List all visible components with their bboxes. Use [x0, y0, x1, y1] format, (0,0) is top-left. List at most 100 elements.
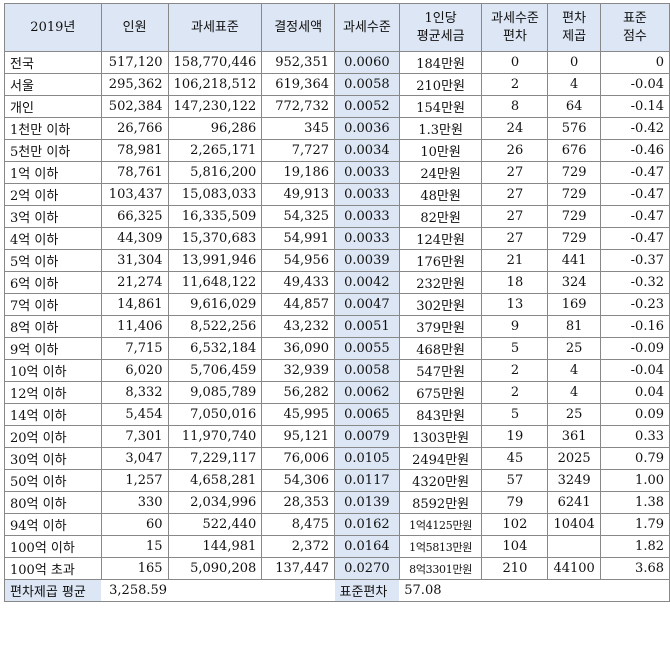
deviation-cell: 2: [481, 381, 549, 404]
average-tax-cell: 4320만원: [398, 469, 483, 492]
standard-score-cell: -0.46: [599, 139, 670, 162]
standard-score-cell: 3.68: [599, 557, 670, 580]
tax-level-cell: 0.0139: [334, 491, 400, 514]
standard-score-cell: 1.38: [599, 491, 670, 514]
table-row: 7억 이하 14,861 9,616,029 44,857 0.0047 302만원 13 1…: [4, 293, 670, 316]
tax-amount-cell: 8,475: [261, 513, 335, 536]
tax-amount-cell: 952,351: [261, 51, 335, 74]
squared-deviation-mean-label: 편차제곱 평균: [4, 579, 102, 602]
deviation-cell: 27: [481, 227, 549, 250]
standard-score-cell: 0.09: [599, 403, 670, 426]
standard-score-cell: -0.47: [599, 205, 670, 228]
tax-level-cell: 0.0042: [334, 271, 400, 294]
deviation-cell: 18: [481, 271, 549, 294]
row-label: 4억 이하: [4, 227, 102, 250]
tax-base-cell: 147,230,122: [167, 95, 263, 118]
deviation-cell: 5: [481, 403, 549, 426]
squared-deviation-cell: 576: [547, 117, 601, 140]
tax-base-header: 과세표준: [167, 3, 263, 52]
row-label: 9억 이하: [4, 337, 102, 360]
tax-level-cell: 0.0051: [334, 315, 400, 338]
average-tax-header: 1인당 평균세금: [398, 3, 483, 52]
row-label: 50억 이하: [4, 469, 102, 492]
deviation-cell: 210: [481, 557, 549, 580]
people-cell: 5,454: [100, 403, 169, 426]
average-tax-cell: 1억4125만원: [398, 513, 483, 536]
standard-score-cell: -0.47: [599, 161, 670, 184]
deviation-cell: 8: [481, 95, 549, 118]
deviation-cell: 27: [481, 205, 549, 228]
deviation-cell: 79: [481, 491, 549, 514]
tax-level-cell: 0.0270: [334, 557, 400, 580]
deviation-cell: 26: [481, 139, 549, 162]
row-label: 1천만 이하: [4, 117, 102, 140]
people-cell: 44,309: [100, 227, 169, 250]
people-cell: 295,362: [100, 73, 169, 96]
table-row: 개인 502,384 147,230,122 772,732 0.0052 154만원 8 6…: [4, 95, 670, 118]
deviation-cell: 2: [481, 73, 549, 96]
table-row: 4억 이하 44,309 15,370,683 54,991 0.0033 124만원 27…: [4, 227, 670, 250]
tax-amount-cell: 45,995: [261, 403, 335, 426]
people-cell: 330: [100, 491, 169, 514]
tax-level-cell: 0.0052: [334, 95, 400, 118]
row-label: 100억 이하: [4, 535, 102, 558]
tax-level-cell: 0.0079: [334, 425, 400, 448]
tax-level-cell: 0.0033: [334, 183, 400, 206]
row-label: 80억 이하: [4, 491, 102, 514]
row-label: 14억 이하: [4, 403, 102, 426]
tax-amount-cell: 44,857: [261, 293, 335, 316]
tax-amount-cell: 76,006: [261, 447, 335, 470]
average-tax-cell: 8592만원: [398, 491, 483, 514]
year-header: 2019년: [4, 3, 102, 52]
tax-base-cell: 522,440: [167, 513, 263, 536]
average-tax-cell: 302만원: [398, 293, 483, 316]
people-cell: 502,384: [100, 95, 169, 118]
average-tax-cell: 8억3301만원: [398, 557, 483, 580]
row-label: 3억 이하: [4, 205, 102, 228]
squared-deviation-cell: 64: [547, 95, 601, 118]
row-label: 전국: [4, 51, 102, 74]
header-row: 2019년 인원 과세표준 결정세액 과세수준 1인당 평균세금 과세수준 편차 편차 제곱 표준 점수: [4, 3, 670, 52]
table-row: 100억 이하 15 144,981 2,372 0.0164 1억5813만원 104 1.…: [4, 535, 670, 558]
squared-deviation-cell: 81: [547, 315, 601, 338]
tax-level-cell: 0.0033: [334, 227, 400, 250]
table-row: 1천만 이하 26,766 96,286 345 0.0036 1.3만원 24 576 -0.…: [4, 117, 670, 140]
row-label: 20억 이하: [4, 425, 102, 448]
squared-deviation-cell: 3249: [547, 469, 601, 492]
deviation-cell: 21: [481, 249, 549, 272]
average-tax-cell: 1303만원: [398, 425, 483, 448]
tax-amount-cell: 619,364: [261, 73, 335, 96]
people-cell: 15: [100, 535, 169, 558]
standard-score-cell: -0.16: [599, 315, 670, 338]
tax-base-cell: 2,265,171: [167, 139, 263, 162]
people-cell: 103,437: [100, 183, 169, 206]
table-row: 100억 초과 165 5,090,208 137,447 0.0270 8억3301만원…: [4, 557, 670, 580]
tax-amount-cell: 772,732: [261, 95, 335, 118]
average-tax-cell: 468만원: [398, 337, 483, 360]
table-row: 20억 이하 7,301 11,970,740 95,121 0.0079 1303만원 1…: [4, 425, 670, 448]
tax-amount-cell: 2,372: [261, 535, 335, 558]
squared-deviation-cell: 25: [547, 337, 601, 360]
people-cell: 517,120: [100, 51, 169, 74]
standard-score-cell: -0.14: [599, 95, 670, 118]
deviation-cell: 102: [481, 513, 549, 536]
tax-base-cell: 8,522,256: [167, 315, 263, 338]
standard-score-cell: -0.04: [599, 73, 670, 96]
average-tax-cell: 379만원: [398, 315, 483, 338]
standard-score-cell: -0.23: [599, 293, 670, 316]
table-row: 14억 이하 5,454 7,050,016 45,995 0.0065 843만원 5 25…: [4, 403, 670, 426]
average-tax-cell: 184만원: [398, 51, 483, 74]
tax-base-cell: 6,532,184: [167, 337, 263, 360]
table-row: 서울 295,362 106,218,512 619,364 0.0058 210만원 2 4…: [4, 73, 670, 96]
standard-score-cell: -0.47: [599, 227, 670, 250]
tax-base-cell: 16,335,509: [167, 205, 263, 228]
average-tax-cell: 843만원: [398, 403, 483, 426]
average-tax-cell: 2494만원: [398, 447, 483, 470]
deviation-cell: 104: [481, 535, 549, 558]
squared-deviation-cell: 4: [547, 359, 601, 382]
tax-statistics-table: 2019년 인원 과세표준 결정세액 과세수준 1인당 평균세금 과세수준 편차 편차 제곱 표준 점수…: [4, 3, 670, 602]
deviation-header: 과세수준 편차: [481, 3, 549, 52]
squared-deviation-cell: 676: [547, 139, 601, 162]
average-tax-cell: 675만원: [398, 381, 483, 404]
squared-deviation-cell: 10404: [547, 513, 601, 536]
